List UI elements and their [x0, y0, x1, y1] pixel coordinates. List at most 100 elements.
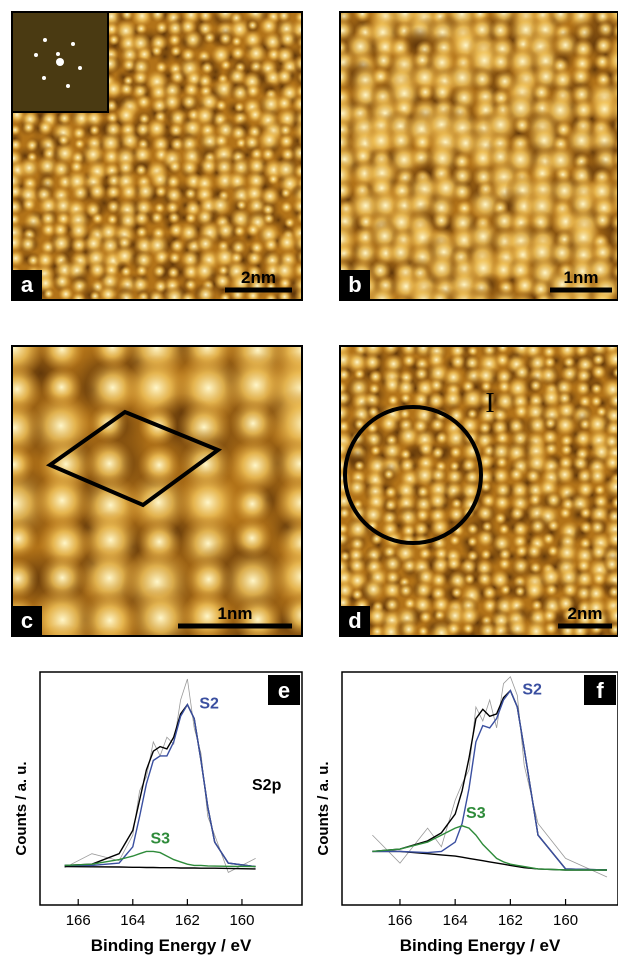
- pit: [322, 99, 338, 115]
- pit: [122, 300, 138, 316]
- pit: [567, 648, 582, 663]
- blob: [72, 126, 86, 140]
- blob: [72, 184, 90, 202]
- pit: [303, 171, 323, 191]
- blob: [589, 467, 607, 485]
- pit: [319, 120, 334, 135]
- pit: [449, 299, 485, 335]
- pit: [311, 289, 333, 311]
- pit: [307, 84, 330, 107]
- blob: [312, 148, 324, 160]
- blob: [182, 632, 231, 681]
- blob: [382, 637, 396, 651]
- blob: [429, 378, 444, 393]
- blob: [311, 97, 322, 108]
- blob: [379, 414, 399, 434]
- blob: [560, 444, 572, 456]
- blob: [367, 301, 399, 333]
- blob: [168, 159, 182, 173]
- scale-label: 2nm: [241, 268, 276, 287]
- blob: [497, 341, 509, 353]
- blob: [526, 468, 541, 483]
- panel-label: d: [348, 608, 361, 633]
- blob: [389, 303, 421, 335]
- blob: [416, 508, 430, 522]
- blob: [314, 70, 328, 84]
- series-label: S3: [466, 805, 486, 822]
- blob: [592, 353, 605, 366]
- pit: [576, 310, 599, 333]
- pit: [302, 46, 325, 69]
- pit: [307, 660, 365, 718]
- x-tick-label: 162: [175, 912, 200, 929]
- scale-label: 1nm: [218, 604, 253, 623]
- pit: [193, 299, 212, 318]
- annotation: S2p: [252, 777, 282, 794]
- blob: [544, 621, 558, 635]
- pit: [317, 77, 339, 99]
- blob: [529, 379, 542, 392]
- fit-line: [372, 826, 607, 870]
- pit: [421, 303, 458, 340]
- pit: [101, 629, 183, 711]
- blob: [19, 157, 40, 178]
- inset-spot: [43, 38, 47, 42]
- pit: [52, 308, 77, 333]
- blob: [41, 305, 53, 317]
- pit: [1, 631, 51, 681]
- y-axis-label: Counts / a. u.: [315, 761, 332, 855]
- blob: [22, 121, 35, 134]
- blob: [184, 187, 197, 200]
- x-tick-label: 166: [387, 912, 412, 929]
- blob: [526, 543, 542, 559]
- blob: [337, 368, 351, 382]
- pit: [355, 643, 377, 665]
- x-tick-label: 166: [66, 912, 91, 929]
- blob: [92, 213, 104, 225]
- blob: [135, 264, 148, 277]
- blob: [310, 43, 332, 65]
- blob: [353, 638, 368, 653]
- pit: [192, 302, 209, 319]
- blob: [467, 536, 478, 547]
- pit: [307, 165, 324, 182]
- blob: [185, 304, 198, 317]
- blob: [293, 119, 316, 142]
- pit: [301, 9, 323, 31]
- blob: [102, 304, 117, 319]
- blob: [74, 138, 85, 149]
- blob: [308, 213, 324, 229]
- blob: [37, 120, 53, 136]
- blob: [449, 446, 462, 459]
- blob: [308, 17, 326, 35]
- pit: [303, 207, 326, 230]
- blob: [7, 300, 27, 320]
- blob: [476, 313, 494, 331]
- pit: [300, 253, 324, 277]
- blob: [27, 302, 40, 315]
- pit: [230, 307, 252, 329]
- y-axis-label: Counts / a. u.: [13, 761, 30, 855]
- blob: [309, 33, 328, 52]
- blob: [263, 299, 284, 320]
- pit: [394, 309, 422, 337]
- blob: [496, 456, 508, 468]
- pit: [314, 18, 330, 34]
- blob: [312, 121, 328, 137]
- blob: [515, 640, 527, 652]
- blob: [43, 288, 54, 299]
- blob: [282, 304, 298, 320]
- inset-spot: [56, 58, 64, 66]
- pit: [91, 298, 115, 322]
- blob: [354, 460, 365, 471]
- blob: [467, 523, 479, 535]
- blob: [72, 303, 86, 317]
- blob: [203, 31, 215, 43]
- fit-line: [372, 691, 607, 870]
- blob: [297, 71, 311, 85]
- pit: [553, 645, 572, 664]
- blob: [250, 304, 261, 315]
- blob: [505, 302, 538, 335]
- blob: [544, 636, 557, 649]
- blob: [167, 301, 181, 315]
